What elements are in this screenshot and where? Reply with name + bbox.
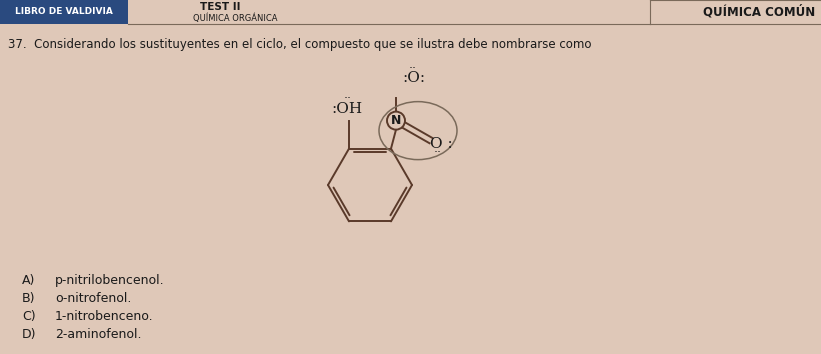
Circle shape [387, 112, 405, 130]
Text: 2-aminofenol.: 2-aminofenol. [55, 328, 141, 341]
Text: QUÍMICA ORGÁNICA: QUÍMICA ORGÁNICA [193, 13, 277, 23]
Text: TEST II: TEST II [200, 2, 241, 12]
Text: ··: ·· [409, 62, 417, 75]
Text: N: N [391, 114, 401, 127]
Text: D): D) [22, 328, 36, 341]
Text: QUÍMICA COMÚN: QUÍMICA COMÚN [703, 5, 815, 19]
FancyBboxPatch shape [0, 0, 128, 24]
Text: B): B) [22, 292, 35, 305]
Text: ··: ·· [344, 92, 352, 105]
Text: LIBRO DE VALDIVIA: LIBRO DE VALDIVIA [15, 7, 113, 17]
Text: 1-nitrobenceno.: 1-nitrobenceno. [55, 310, 154, 323]
Text: 37.  Considerando los sustituyentes en el ciclo, el compuesto que se ilustra deb: 37. Considerando los sustituyentes en el… [8, 38, 591, 51]
Text: p-nitrilobencenol.: p-nitrilobencenol. [55, 274, 165, 287]
Text: :OH: :OH [332, 102, 363, 116]
Text: o-nitrofenol.: o-nitrofenol. [55, 292, 131, 305]
Text: C): C) [22, 310, 35, 323]
Text: A): A) [22, 274, 35, 287]
Text: ··: ·· [434, 146, 442, 159]
Text: :O:: :O: [402, 71, 425, 85]
Text: O :: O : [429, 137, 452, 150]
